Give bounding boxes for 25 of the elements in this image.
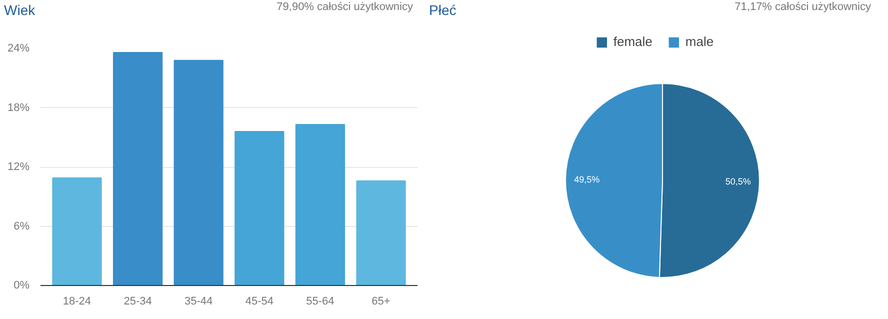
chart-title: Wiek bbox=[3, 1, 36, 20]
y-tick-label: 24% bbox=[7, 42, 30, 54]
x-tick-label: 55-64 bbox=[306, 296, 334, 308]
x-tick-label: 35-44 bbox=[184, 296, 213, 308]
text: Płeć bbox=[428, 1, 456, 20]
y-tick-label: 18% bbox=[7, 102, 30, 114]
bar bbox=[52, 177, 102, 286]
legend-label: male bbox=[685, 34, 714, 49]
x-tick-label: 25-34 bbox=[124, 296, 152, 308]
data-label: 50,5% bbox=[725, 176, 751, 187]
x-tick-label: 45-54 bbox=[245, 296, 274, 308]
bar bbox=[295, 124, 346, 286]
bar bbox=[174, 60, 224, 286]
bar bbox=[112, 52, 163, 286]
text: 71,17% całości użytkownicy bbox=[734, 0, 872, 15]
y-tick-label: 12% bbox=[7, 161, 30, 173]
chart-subtitle: 79,90% całości użytkownicy bbox=[276, 0, 414, 15]
y-tick-label: 0% bbox=[14, 280, 30, 292]
data-label: 49,5% bbox=[574, 174, 600, 184]
legend-label: female bbox=[613, 34, 652, 49]
y-tick-label: 6% bbox=[14, 220, 30, 232]
bar bbox=[234, 130, 284, 286]
x-tick-label: 18-24 bbox=[62, 296, 92, 308]
x-tick-label: 65+ bbox=[372, 296, 390, 308]
bar bbox=[356, 180, 406, 286]
